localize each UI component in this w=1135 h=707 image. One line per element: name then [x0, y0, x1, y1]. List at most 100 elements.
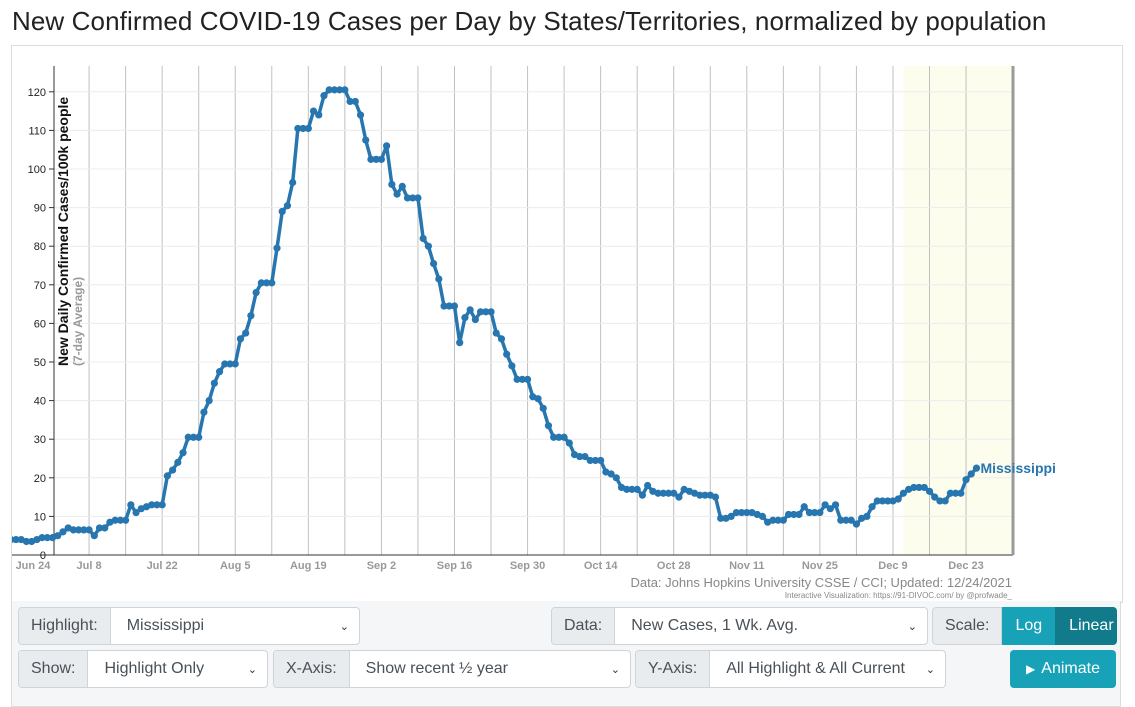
data-point: [22, 537, 31, 546]
data-point: [868, 503, 876, 511]
data-point: [69, 526, 78, 534]
data-point: [800, 503, 808, 511]
data-point: [863, 512, 871, 520]
data-point: [518, 375, 526, 383]
y-axis-select[interactable]: Y-Axis: All Highlight & All Current ⌄: [635, 650, 946, 688]
y-axis-value-box[interactable]: All Highlight & All Current ⌄: [710, 651, 945, 687]
data-point: [941, 497, 949, 505]
data-point: [743, 508, 751, 517]
x-tick-label: Dec 23: [948, 560, 983, 572]
data-point: [769, 516, 777, 524]
data-point: [732, 508, 740, 517]
data-point: [215, 368, 224, 376]
x-tick-label: Jun 24: [16, 560, 52, 572]
y-tick-label: 90: [34, 203, 46, 215]
data-point: [821, 501, 829, 509]
data-point: [497, 335, 506, 343]
data-point: [367, 155, 375, 163]
data-point: [158, 501, 166, 509]
data-point: [492, 329, 500, 337]
show-label: Show:: [19, 651, 89, 687]
data-point: [717, 514, 725, 522]
data-point: [805, 508, 814, 517]
y-tick-label: 30: [34, 434, 46, 446]
y-tick-label: 60: [34, 318, 46, 330]
data-point: [200, 408, 208, 416]
data-point: [283, 202, 292, 210]
x-tick-label: Sep 30: [510, 560, 545, 572]
data-point: [398, 182, 406, 190]
data-point: [268, 279, 276, 287]
data-point: [414, 194, 422, 202]
data-point: [623, 485, 631, 493]
data-point: [597, 456, 605, 465]
data-point: [894, 495, 902, 503]
data-point: [419, 234, 427, 243]
x-axis-value: Show recent ½ year: [365, 660, 508, 677]
show-value-box[interactable]: Highlight Only ⌄: [88, 651, 267, 687]
data-point: [388, 180, 396, 189]
data-select[interactable]: Data: New Cases, 1 Wk. Avg. ⌄: [551, 607, 928, 645]
data-point: [262, 279, 271, 287]
animate-label: Animate: [1041, 660, 1100, 677]
data-point: [95, 524, 104, 532]
data-point: [878, 497, 887, 505]
data-point: [351, 97, 359, 106]
highlight-label: Highlight:: [19, 608, 111, 644]
data-point: [383, 142, 391, 150]
data-point: [299, 124, 307, 133]
page-title: New Confirmed COVID-19 Cases per Day by …: [12, 6, 1047, 36]
data-point: [278, 207, 286, 216]
chevron-down-icon: ⌄: [907, 620, 917, 633]
data-point: [242, 329, 250, 337]
data-point: [330, 86, 339, 94]
data-point: [466, 306, 474, 314]
x-tick-label: Aug 19: [290, 560, 327, 572]
x-axis-value-box[interactable]: Show recent ½ year ⌄: [350, 651, 630, 687]
highlight-value-box[interactable]: Mississippi ⌄: [111, 608, 359, 644]
y-tick-label: 0: [40, 550, 46, 562]
data-point: [873, 497, 881, 505]
data-point: [628, 485, 636, 493]
data-point: [831, 501, 840, 509]
y-tick-label: 120: [28, 87, 46, 99]
data-point: [534, 395, 542, 403]
data-point: [38, 534, 46, 542]
x-axis-select[interactable]: X-Axis: Show recent ½ year ⌄: [273, 650, 631, 688]
series-line: [12, 88, 978, 544]
x-tick-label: Oct 28: [657, 560, 691, 572]
data-point: [957, 489, 965, 497]
x-axis-ticks: Jun 24 Jul 8 Jul 22 Aug 5 Aug 19 Sep 2 Sep 16 S…: [16, 560, 984, 572]
data-point: [231, 360, 239, 368]
animate-button[interactable]: ▶ Animate: [1010, 650, 1116, 688]
log-scale-button[interactable]: Log: [1002, 607, 1056, 645]
series-label: Mississippi: [980, 460, 1055, 476]
data-point: [711, 493, 720, 501]
linear-scale-button[interactable]: Linear: [1055, 607, 1117, 645]
data-point: [633, 485, 641, 493]
data-point: [424, 242, 432, 250]
chevron-down-icon: ⌄: [339, 620, 349, 633]
data-point: [111, 516, 119, 524]
data-point: [670, 489, 678, 497]
data-point: [967, 470, 975, 478]
show-select[interactable]: Show: Highlight Only ⌄: [18, 650, 268, 688]
highlight-select[interactable]: Highlight: Mississippi ⌄: [18, 607, 360, 645]
data-point: [122, 516, 130, 524]
data-point: [80, 526, 88, 534]
data-point: [544, 422, 553, 430]
data-point: [659, 489, 667, 497]
y-axis-select-label: Y-Axis:: [636, 651, 711, 687]
credit-note: Interactive Visualization: https://91-DI…: [785, 591, 1013, 600]
data-point: [675, 493, 683, 501]
x-axis-label: X-Axis:: [274, 651, 350, 687]
data-point: [899, 489, 908, 497]
data-point: [341, 86, 349, 94]
show-value: Highlight Only: [104, 660, 205, 677]
data-point: [811, 508, 819, 517]
data-value-box[interactable]: New Cases, 1 Wk. Avg. ⌄: [615, 608, 927, 644]
data-point: [132, 508, 140, 517]
x-tick-label: Sep 16: [437, 560, 472, 572]
data-point: [210, 379, 218, 387]
y-tick-label: 40: [34, 396, 46, 408]
